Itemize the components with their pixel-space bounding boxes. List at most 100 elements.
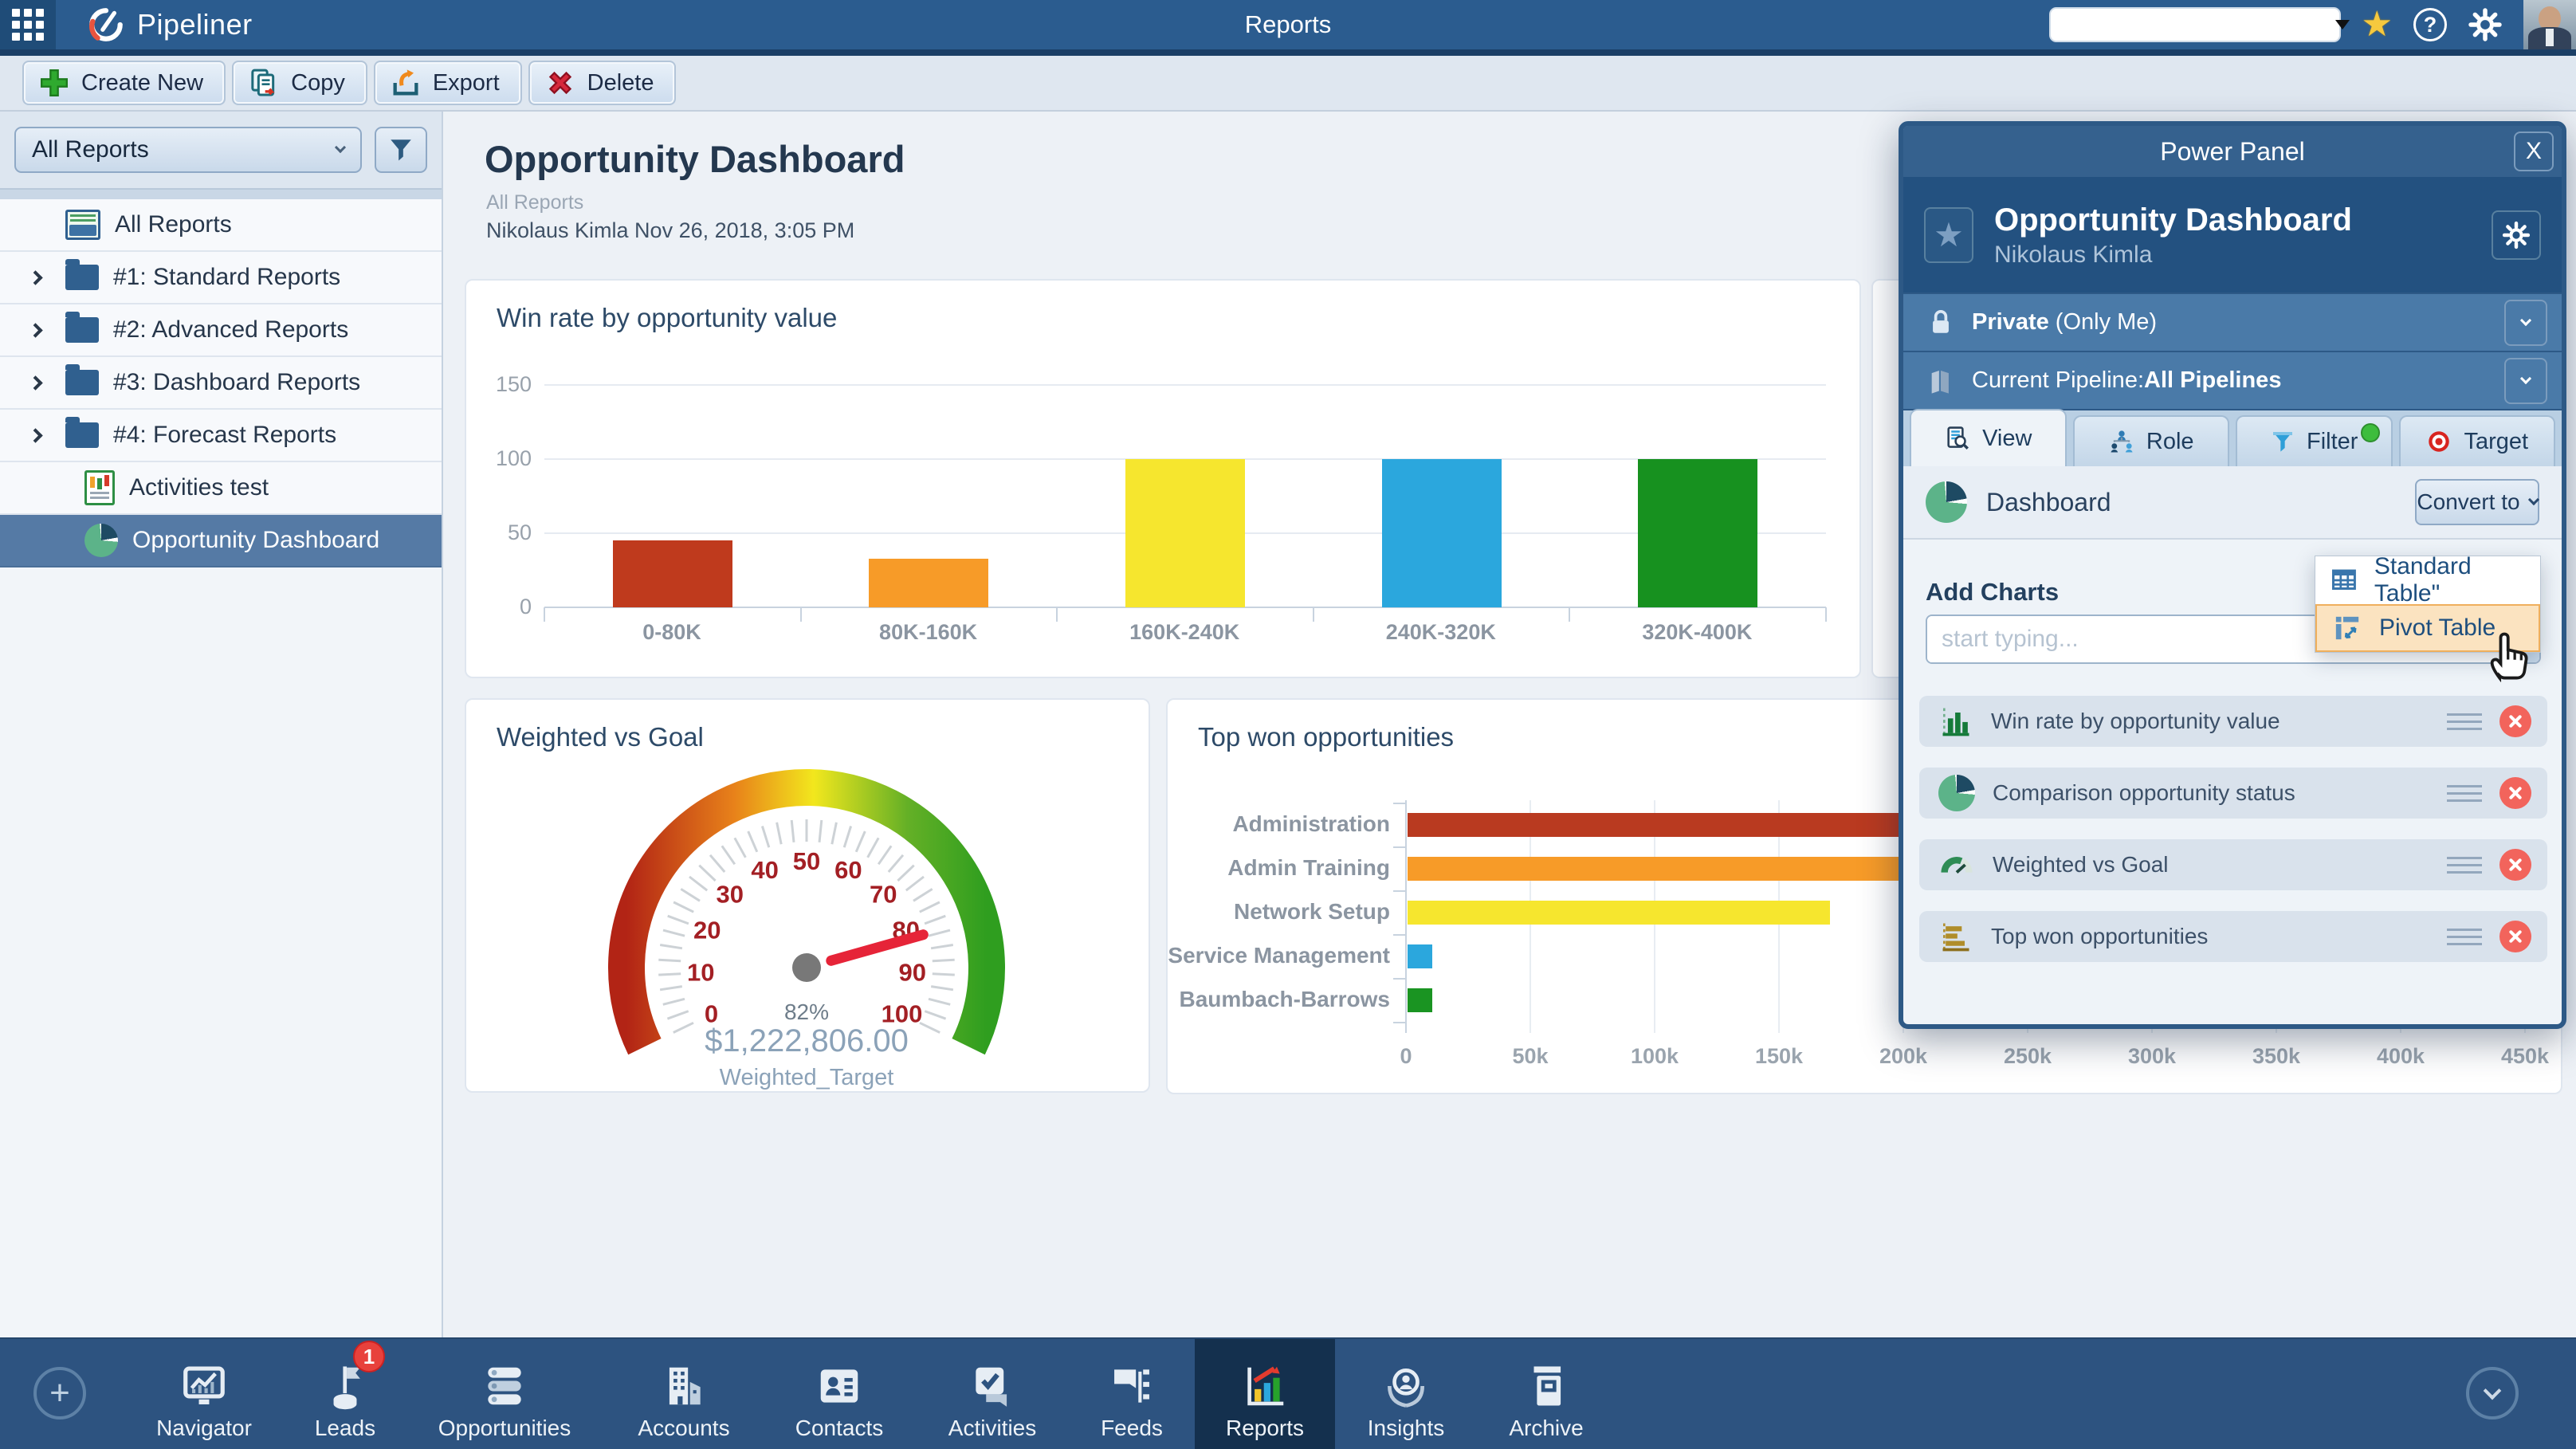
drag-handle-icon[interactable] xyxy=(2447,713,2482,730)
svg-text:70: 70 xyxy=(870,880,897,908)
drag-handle-icon[interactable] xyxy=(2447,856,2482,874)
reports-scope-value: All Reports xyxy=(32,136,149,163)
chevron-down-icon xyxy=(2519,314,2532,326)
bar-240K-320K[interactable] xyxy=(1381,459,1502,607)
x-tick-label: 100k xyxy=(1630,1044,1679,1068)
nav-item-accounts[interactable]: Accounts xyxy=(614,1339,754,1449)
export-button[interactable]: Export xyxy=(373,61,522,105)
bar-160K-240K[interactable] xyxy=(1125,459,1245,607)
search-input[interactable] xyxy=(2067,12,2335,37)
x-tick-label: 0-80K xyxy=(642,620,701,644)
bar-Network Setup[interactable] xyxy=(1408,901,1831,925)
chart-list-label: Top won opportunities xyxy=(1991,924,2209,948)
bar-Service Management[interactable] xyxy=(1408,944,1433,968)
drag-handle-icon[interactable] xyxy=(2447,784,2482,802)
view-type-row: Dashboard Convert to xyxy=(1903,466,2562,540)
nav-item-navigator[interactable]: Navigator xyxy=(134,1339,274,1449)
user-avatar[interactable] xyxy=(2523,0,2576,49)
x-tick-label: 300k xyxy=(2127,1044,2177,1068)
sidebar-item-forecast-reports[interactable]: #4: Forecast Reports xyxy=(0,410,442,462)
insights-icon xyxy=(1388,1368,1424,1408)
nav-item-contacts[interactable]: Contacts xyxy=(769,1339,909,1449)
sidebar-filter-button[interactable] xyxy=(375,127,427,173)
x-tick-label: 320K-400K xyxy=(1642,620,1753,644)
bar-Baumbach-Barrows[interactable] xyxy=(1408,988,1433,1012)
chevron-right-icon[interactable] xyxy=(27,375,43,391)
remove-chart-icon[interactable] xyxy=(2499,849,2531,881)
nav-collapse-button[interactable] xyxy=(2466,1367,2519,1420)
nav-item-feeds[interactable]: Feeds xyxy=(1062,1339,1202,1449)
tab-view[interactable]: View xyxy=(1910,409,2067,466)
sidebar-item-all-reports[interactable]: All Reports xyxy=(0,199,442,252)
add-new-button[interactable]: + xyxy=(33,1367,86,1420)
tab-role[interactable]: Role xyxy=(2072,415,2229,466)
remove-chart-icon[interactable] xyxy=(2499,921,2531,952)
svg-text:50: 50 xyxy=(793,847,820,875)
panel-chart-list: Win rate by opportunity value Comparison… xyxy=(1919,696,2547,962)
privacy-row[interactable]: Private (Only Me) xyxy=(1903,293,2562,351)
reports-scope-select[interactable]: All Reports xyxy=(14,127,362,173)
sidebar-item-label: Activities test xyxy=(129,474,269,501)
category-label: Administration xyxy=(1232,811,1390,836)
feeds-icon xyxy=(1114,1369,1149,1403)
pipeline-row[interactable]: Current Pipeline:All Pipelines xyxy=(1903,351,2562,409)
nav-item-archive[interactable]: Archive xyxy=(1476,1339,1616,1449)
app-grid-button[interactable] xyxy=(0,0,56,49)
pipeline-expand-button[interactable] xyxy=(2504,357,2547,404)
sidebar-item-opportunity-dashboard[interactable]: Opportunity Dashboard xyxy=(0,515,442,567)
menu-item-standard-table[interactable]: Standard Table" xyxy=(2315,553,2540,607)
help-icon[interactable]: ? xyxy=(2413,8,2447,41)
chart-list-item-comparison[interactable]: Comparison opportunity status xyxy=(1919,768,2547,819)
delete-label: Delete xyxy=(587,69,654,96)
nav-label: Reports xyxy=(1225,1416,1305,1440)
sidebar-item-advanced-reports[interactable]: #2: Advanced Reports xyxy=(0,304,442,357)
tab-target[interactable]: Target xyxy=(2398,415,2555,466)
nav-item-insights[interactable]: Insights xyxy=(1336,1339,1476,1449)
remove-chart-icon[interactable] xyxy=(2499,777,2531,809)
chart-list-item-win-rate[interactable]: Win rate by opportunity value xyxy=(1919,696,2547,747)
chevron-right-icon[interactable] xyxy=(27,322,43,338)
nav-item-opportunities[interactable]: Opportunities xyxy=(434,1339,575,1449)
privacy-expand-button[interactable] xyxy=(2504,299,2547,346)
convert-to-button[interactable]: Convert to xyxy=(2415,479,2539,525)
copy-button[interactable]: Copy xyxy=(232,61,367,105)
drag-handle-icon[interactable] xyxy=(2447,928,2482,945)
sidebar-item-label: All Reports xyxy=(115,211,232,238)
sidebar: All Reports All Reports #1: Standard Rep… xyxy=(0,112,443,1337)
bar-320K-400K[interactable] xyxy=(1638,459,1758,607)
bar-80K-160K[interactable] xyxy=(869,558,989,607)
nav-item-reports[interactable]: Reports xyxy=(1195,1339,1335,1449)
favorites-star-icon[interactable]: ★ xyxy=(2361,5,2393,44)
create-new-button[interactable]: Create New xyxy=(22,61,226,105)
chevron-right-icon[interactable] xyxy=(27,427,43,443)
tab-filter[interactable]: Filter xyxy=(2236,415,2393,466)
reports-tree: All Reports #1: Standard Reports #2: Adv… xyxy=(0,199,442,567)
view-tab-content: Dashboard Convert to Add Charts xyxy=(1903,466,2562,1021)
settings-gear-icon[interactable] xyxy=(2468,7,2503,42)
delete-button[interactable]: Delete xyxy=(528,61,677,105)
bar-0-80K[interactable] xyxy=(612,540,732,607)
nav-item-activities[interactable]: Activities xyxy=(922,1339,1062,1449)
folder-icon xyxy=(65,312,99,343)
chevron-right-icon[interactable] xyxy=(27,269,43,285)
x-tick-label: 450k xyxy=(2500,1044,2550,1068)
leads-badge: 1 xyxy=(353,1341,385,1372)
pivot-table-icon xyxy=(2335,616,2359,640)
sidebar-item-activities-test[interactable]: Activities test xyxy=(0,462,442,515)
export-icon xyxy=(393,69,418,96)
search-scope-caret-icon[interactable] xyxy=(2334,20,2350,29)
favorite-toggle-star-icon[interactable]: ★ xyxy=(1924,206,1973,263)
x-tick-label: 50k xyxy=(1512,1044,1549,1068)
svg-text:10: 10 xyxy=(687,959,714,987)
sidebar-item-dashboard-reports[interactable]: #3: Dashboard Reports xyxy=(0,357,442,410)
sidebar-item-standard-reports[interactable]: #1: Standard Reports xyxy=(0,252,442,304)
x-tick-label: 400k xyxy=(2376,1044,2425,1068)
nav-item-leads[interactable]: 1 Leads xyxy=(275,1339,415,1449)
remove-chart-icon[interactable] xyxy=(2499,705,2531,737)
close-icon[interactable]: X xyxy=(2514,132,2554,171)
search-box[interactable] xyxy=(2048,7,2350,42)
chart-list-item-weighted[interactable]: Weighted vs Goal xyxy=(1919,839,2547,890)
menu-item-pivot-table[interactable]: Pivot Table xyxy=(2315,604,2540,652)
report-settings-button[interactable] xyxy=(2492,210,2541,260)
chart-list-item-top-won[interactable]: Top won opportunities xyxy=(1919,911,2547,962)
